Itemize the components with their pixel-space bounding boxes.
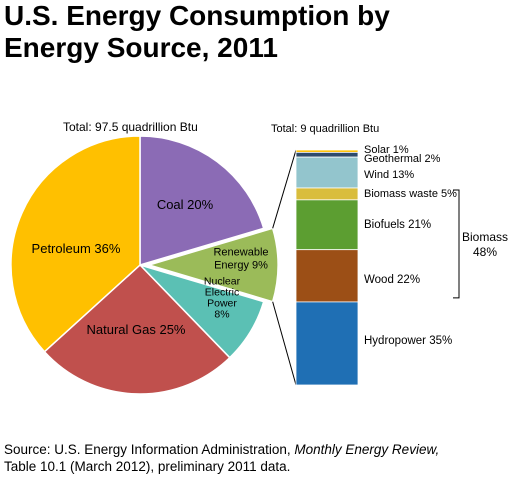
bar-segment-geothermal	[295, 151, 359, 158]
bar-total-label: Total: 9 quadrillion Btu	[271, 123, 379, 135]
bar-segment-biomass-waste	[295, 187, 359, 201]
bar-label-wood: Wood 22%	[364, 274, 420, 286]
connector-top	[272, 149, 297, 229]
bar-segment-wood	[295, 249, 359, 303]
bar-label-hydropower: Hydropower 35%	[364, 335, 452, 347]
pie-slice-renewable-energy	[146, 227, 279, 303]
pie-slice-petroleum	[10, 135, 141, 353]
bar-label-geothermal: Geothermal 2%	[364, 153, 441, 165]
pie-label-natural-gas: Natural Gas 25%	[87, 322, 186, 337]
chart-title: U.S. Energy Consumption by Energy Source…	[4, 0, 504, 64]
pie-label-petroleum: Petroleum 36%	[32, 241, 121, 256]
source-italic: Monthly Energy Review,	[294, 442, 440, 457]
title-line-1: U.S. Energy Consumption by	[4, 0, 390, 31]
title-line-2: Energy Source, 2011	[4, 32, 278, 63]
pie-label-renewable-energy: Renewable Energy 9%	[213, 247, 268, 272]
bar-segment-wind	[295, 156, 359, 189]
pie-label-nuclear-electric-power: Nuclear Electric Power 8%	[204, 276, 241, 321]
bar-label-biofuels: Biofuels 21%	[364, 219, 431, 231]
energy-chart: Total: 97.5 quadrillion Btu Coal 20% Rene…	[10, 120, 508, 395]
connector-lines	[272, 149, 297, 386]
biomass-bracket: Biomass 48%	[453, 189, 508, 299]
bracket-line	[453, 189, 460, 299]
connector-bottom	[272, 301, 297, 386]
source-prefix: Source: U.S. Energy Information Administ…	[4, 442, 295, 457]
pie-slice-coal	[139, 135, 265, 267]
pie-slice-natural-gas	[43, 263, 231, 395]
bracket-label: Biomass 48%	[462, 230, 508, 259]
bar-label-wind: Wind 13%	[364, 169, 414, 181]
source-suffix: Table 10.1 (March 2012), preliminary 201…	[4, 459, 291, 474]
bar-segment-hydropower	[295, 301, 359, 386]
source-note: Source: U.S. Energy Information Administ…	[4, 441, 509, 475]
pie-label-coal: Coal 20%	[157, 197, 214, 212]
bar-label-solar: Solar 1%	[364, 144, 409, 156]
stacked-bar: Solar 1%Geothermal 2% Wind 13% Biomass was…	[295, 144, 457, 386]
bar-label-biomass-waste: Biomass waste 5%	[364, 188, 457, 200]
bar-segment-biofuels	[295, 199, 359, 251]
pie-total-label: Total: 97.5 quadrillion Btu	[63, 120, 198, 134]
pie-chart: Coal 20% Renewable Energy 9% Nuclear Electri…	[10, 135, 279, 395]
